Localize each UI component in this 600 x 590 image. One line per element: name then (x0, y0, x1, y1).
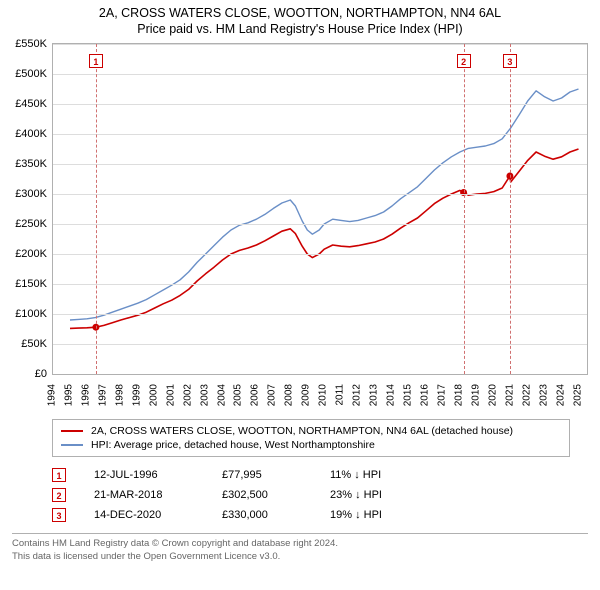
x-tick-label: 2010 (318, 384, 329, 406)
transaction-row: 1 12-JUL-1996 £77,995 11% ↓ HPI (52, 465, 570, 485)
x-tick-label: 2021 (504, 384, 515, 406)
y-tick-label: £550K (15, 38, 53, 50)
transaction-date: 21-MAR-2018 (94, 489, 194, 501)
transaction-index-box: 3 (52, 508, 66, 522)
x-tick-label: 2008 (284, 384, 295, 406)
x-tick-label: 2007 (267, 384, 278, 406)
legend-label: 2A, CROSS WATERS CLOSE, WOOTTON, NORTHAM… (91, 425, 513, 437)
y-gridline (53, 194, 587, 195)
legend-label: HPI: Average price, detached house, West… (91, 439, 375, 451)
x-tick-label: 1994 (47, 384, 58, 406)
legend-row: HPI: Average price, detached house, West… (61, 438, 561, 452)
chart-area: £0£50K£100K£150K£200K£250K£300K£350K£400… (52, 43, 588, 393)
x-tick-label: 2001 (165, 384, 176, 406)
y-tick-label: £400K (15, 128, 53, 140)
x-tick-label: 2022 (521, 384, 532, 406)
transaction-delta: 23% ↓ HPI (330, 489, 420, 501)
series-price_paid (70, 149, 579, 328)
transaction-delta: 11% ↓ HPI (330, 469, 420, 481)
marker-box: 1 (89, 54, 103, 68)
y-gridline (53, 344, 587, 345)
x-tick-label: 1997 (97, 384, 108, 406)
x-tick-label: 2011 (335, 384, 346, 406)
x-tick-label: 2023 (538, 384, 549, 406)
y-gridline (53, 44, 587, 45)
footer-line2: This data is licensed under the Open Gov… (12, 551, 588, 563)
y-gridline (53, 164, 587, 165)
x-tick-label: 1999 (131, 384, 142, 406)
x-tick-label: 1998 (114, 384, 125, 406)
chart-container: 2A, CROSS WATERS CLOSE, WOOTTON, NORTHAM… (0, 0, 600, 590)
x-tick-label: 2006 (250, 384, 261, 406)
marker-line (510, 44, 511, 374)
x-tick-label: 2024 (555, 384, 566, 406)
x-tick-label: 2015 (403, 384, 414, 406)
y-gridline (53, 284, 587, 285)
transaction-delta: 19% ↓ HPI (330, 509, 420, 521)
y-tick-label: £250K (15, 218, 53, 230)
transaction-date: 14-DEC-2020 (94, 509, 194, 521)
x-tick-label: 2020 (487, 384, 498, 406)
transaction-table: 1 12-JUL-1996 £77,995 11% ↓ HPI 2 21-MAR-2018… (52, 465, 570, 525)
y-tick-label: £0 (35, 368, 53, 380)
chart-svg (53, 44, 587, 374)
transaction-price: £302,500 (222, 489, 302, 501)
y-gridline (53, 74, 587, 75)
marker-box: 2 (457, 54, 471, 68)
y-gridline (53, 254, 587, 255)
legend: 2A, CROSS WATERS CLOSE, WOOTTON, NORTHAM… (52, 419, 570, 457)
y-tick-label: £500K (15, 68, 53, 80)
x-tick-label: 2019 (470, 384, 481, 406)
transaction-price: £77,995 (222, 469, 302, 481)
transaction-row: 2 21-MAR-2018 £302,500 23% ↓ HPI (52, 485, 570, 505)
transaction-index-box: 1 (52, 468, 66, 482)
legend-row: 2A, CROSS WATERS CLOSE, WOOTTON, NORTHAM… (61, 424, 561, 438)
y-tick-label: £300K (15, 188, 53, 200)
x-tick-label: 2018 (453, 384, 464, 406)
x-tick-label: 2003 (199, 384, 210, 406)
x-tick-label: 2009 (301, 384, 312, 406)
y-tick-label: £100K (15, 308, 53, 320)
y-gridline (53, 314, 587, 315)
x-tick-label: 2016 (419, 384, 430, 406)
y-tick-label: £50K (21, 338, 53, 350)
x-tick-label: 2017 (436, 384, 447, 406)
x-tick-label: 2013 (369, 384, 380, 406)
legend-swatch (61, 444, 83, 446)
title-address: 2A, CROSS WATERS CLOSE, WOOTTON, NORTHAM… (0, 6, 600, 22)
x-tick-label: 2005 (233, 384, 244, 406)
title-subtitle: Price paid vs. HM Land Registry's House … (0, 22, 600, 38)
y-tick-label: £350K (15, 158, 53, 170)
x-tick-label: 2012 (352, 384, 363, 406)
marker-line (96, 44, 97, 374)
x-tick-label: 2025 (572, 384, 583, 406)
footer: Contains HM Land Registry data © Crown c… (12, 533, 588, 563)
legend-swatch (61, 430, 83, 432)
y-tick-label: £450K (15, 98, 53, 110)
x-tick-label: 2000 (148, 384, 159, 406)
x-tick-label: 1995 (63, 384, 74, 406)
transaction-price: £330,000 (222, 509, 302, 521)
x-tick-label: 2014 (386, 384, 397, 406)
y-gridline (53, 224, 587, 225)
marker-line (464, 44, 465, 374)
plot-area: £0£50K£100K£150K£200K£250K£300K£350K£400… (52, 43, 588, 375)
y-tick-label: £150K (15, 278, 53, 290)
x-tick-label: 2002 (182, 384, 193, 406)
y-gridline (53, 104, 587, 105)
y-tick-label: £200K (15, 248, 53, 260)
y-gridline (53, 134, 587, 135)
x-axis-ticks: 1994199519961997199819992000200120022003… (52, 375, 588, 393)
footer-line1: Contains HM Land Registry data © Crown c… (12, 538, 588, 550)
x-tick-label: 2004 (216, 384, 227, 406)
transaction-row: 3 14-DEC-2020 £330,000 19% ↓ HPI (52, 505, 570, 525)
title-block: 2A, CROSS WATERS CLOSE, WOOTTON, NORTHAM… (0, 0, 600, 37)
x-tick-label: 1996 (80, 384, 91, 406)
transaction-date: 12-JUL-1996 (94, 469, 194, 481)
marker-box: 3 (503, 54, 517, 68)
series-hpi (70, 89, 579, 320)
transaction-index-box: 2 (52, 488, 66, 502)
